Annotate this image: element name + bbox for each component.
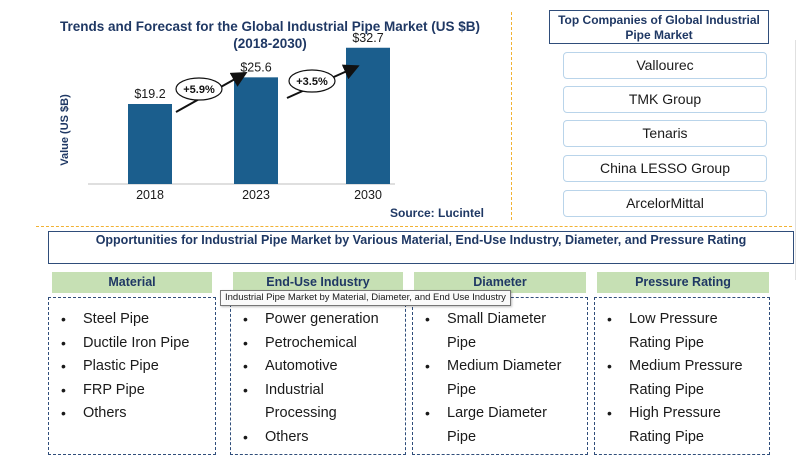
company-tmk-group: TMK Group <box>563 86 767 113</box>
right-edge-divider <box>795 40 796 280</box>
data-label: $25.6 <box>240 60 271 74</box>
bar <box>234 77 278 184</box>
data-label: $19.2 <box>134 87 165 101</box>
list-item: Low Pressure Rating Pipe <box>607 308 769 355</box>
category-header-end-use-industry: End-Use Industry <box>233 272 403 293</box>
data-label: $32.7 <box>352 31 383 45</box>
category-box-diameter: Small Diameter Pipe Medium Diameter Pipe… <box>412 297 588 455</box>
companies-header: Top Companies of Global Industrial Pipe … <box>549 10 769 44</box>
section-divider-horizontal <box>36 226 792 227</box>
list-item: FRP Pipe <box>61 379 215 403</box>
category-header-pressure-rating: Pressure Rating <box>597 272 769 293</box>
list-item: Ductile Iron Pipe <box>61 332 215 356</box>
list-item: High Pressure Rating Pipe <box>607 402 769 449</box>
opportunities-header: Opportunities for Industrial Pipe Market… <box>48 231 794 264</box>
list-item: Petrochemical <box>243 332 405 356</box>
bar-chart: $19.2 2018 $25.6 2023 $32.7 2030 Value (US $B)… <box>59 31 395 202</box>
list-item: Automotive <box>243 355 405 379</box>
list-item: Others <box>61 402 215 426</box>
source-label: Source: Lucintel <box>390 206 485 220</box>
company-china-lesso-group: China LESSO Group <box>563 155 767 182</box>
list-item: Steel Pipe <box>61 308 215 332</box>
company-tenaris: Tenaris <box>563 120 767 147</box>
x-tick-label: 2030 <box>354 188 382 202</box>
category-header-material: Material <box>52 272 212 293</box>
growth-oval <box>288 69 336 93</box>
list-item: Plastic Pipe <box>61 355 215 379</box>
x-tick-label: 2018 <box>136 188 164 202</box>
list-item: Medium Pressure Rating Pipe <box>607 355 769 402</box>
section-divider-vertical <box>511 12 512 220</box>
bar <box>128 104 172 184</box>
growth-label: +3.5% <box>296 76 328 88</box>
list-item: Small Diameter Pipe <box>425 308 587 355</box>
company-arcelormittal: ArcelorMittal <box>563 190 767 217</box>
list-item: Others <box>243 426 405 450</box>
x-tick-label: 2023 <box>242 188 270 202</box>
category-box-material: Steel Pipe Ductile Iron Pipe Plastic Pip… <box>48 297 216 455</box>
chart-title: Trends and Forecast for the Global Indus… <box>59 19 481 51</box>
category-header-diameter: Diameter <box>414 272 586 293</box>
tooltip: Industrial Pipe Market by Material, Diam… <box>220 290 511 306</box>
category-box-pressure-rating: Low Pressure Rating Pipe Medium Pressure… <box>594 297 770 455</box>
list-item: Industrial Processing <box>243 379 405 426</box>
list-item: Medium Diameter Pipe <box>425 355 587 402</box>
y-axis-label: Value (US $B) <box>59 94 71 166</box>
growth-oval <box>175 77 223 101</box>
growth-label: +5.9% <box>183 84 215 96</box>
category-box-end-use-industry: Power generation Petrochemical Automotiv… <box>230 304 406 455</box>
list-item: Large Diameter Pipe <box>425 402 587 449</box>
company-vallourec: Vallourec <box>563 52 767 79</box>
list-item: Power generation <box>243 308 405 332</box>
